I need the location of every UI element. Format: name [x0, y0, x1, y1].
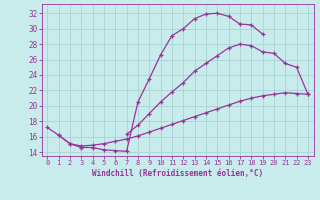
X-axis label: Windchill (Refroidissement éolien,°C): Windchill (Refroidissement éolien,°C)	[92, 169, 263, 178]
